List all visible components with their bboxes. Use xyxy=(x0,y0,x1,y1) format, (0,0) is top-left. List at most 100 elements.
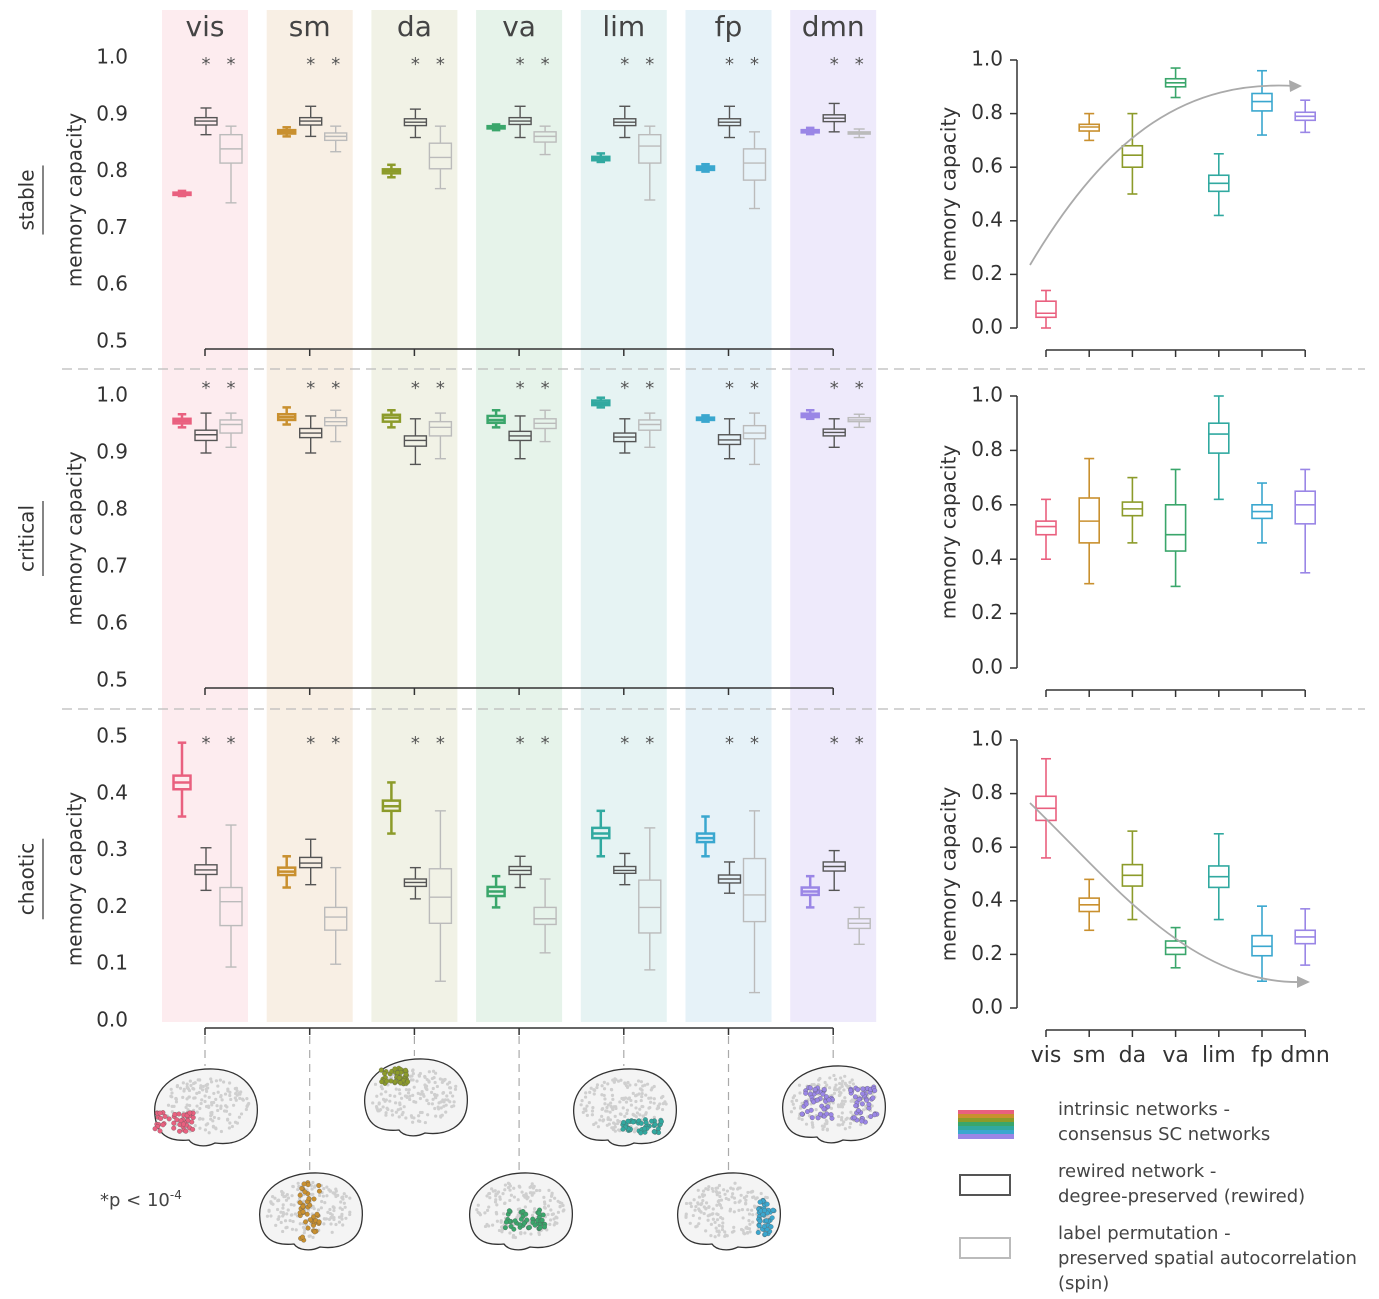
brain-dot xyxy=(245,1097,249,1101)
brain-dot xyxy=(495,1219,499,1223)
brain-dot xyxy=(747,1227,752,1231)
brain-dot xyxy=(550,1193,554,1197)
network-dot xyxy=(537,1225,543,1231)
brain-dot xyxy=(692,1198,696,1202)
significance-mark: * xyxy=(306,733,315,754)
network-dot xyxy=(174,1117,180,1123)
brain-dot xyxy=(344,1216,348,1220)
arrow-head xyxy=(1297,976,1310,988)
significance-mark: * xyxy=(331,54,340,75)
brain-dot xyxy=(608,1118,613,1122)
network-dot xyxy=(815,1115,821,1121)
brain-dot xyxy=(534,1188,539,1193)
y-tick-label: 0.8 xyxy=(971,100,1003,124)
brain-dot xyxy=(442,1079,446,1083)
brain-dot xyxy=(407,1088,411,1092)
brain-dot xyxy=(403,1094,407,1098)
significance-mark: * xyxy=(202,733,211,754)
brain-dot xyxy=(483,1211,487,1215)
brain-dot xyxy=(711,1212,715,1216)
brain-dot xyxy=(716,1199,720,1204)
network-dot xyxy=(809,1115,815,1121)
brain-dot xyxy=(281,1203,285,1207)
network-dot xyxy=(762,1207,767,1213)
brain-dot xyxy=(509,1193,514,1197)
brain-dot xyxy=(583,1095,588,1099)
brain-dot xyxy=(623,1082,627,1086)
brain-dot xyxy=(197,1078,202,1082)
brain-dot xyxy=(725,1189,730,1193)
brain-dot xyxy=(840,1084,844,1089)
network-dot xyxy=(397,1080,403,1086)
brain-dot xyxy=(641,1114,645,1118)
brain-dot xyxy=(348,1210,352,1214)
box xyxy=(1121,476,1144,544)
brain-dot xyxy=(169,1094,173,1098)
y-tick-label: 0.0 xyxy=(971,315,1003,339)
brain-dot xyxy=(704,1229,708,1233)
y-tick-label: 0.6 xyxy=(971,491,1003,515)
network-dot xyxy=(821,1087,827,1092)
brain-dot xyxy=(792,1106,796,1110)
brain-dot xyxy=(188,1079,192,1083)
legend-swatch xyxy=(958,1130,1014,1135)
brain-dot xyxy=(328,1207,332,1212)
brain-dot xyxy=(840,1099,845,1103)
significance-mark: * xyxy=(202,378,211,399)
brain xyxy=(782,1065,886,1144)
brain-dot xyxy=(516,1198,520,1202)
brain-dot xyxy=(764,1195,768,1199)
network-dot xyxy=(518,1216,524,1222)
brain-dot xyxy=(834,1083,838,1087)
brain-dot xyxy=(209,1077,213,1081)
brain-dot xyxy=(273,1196,277,1200)
brain-dot xyxy=(326,1210,330,1215)
brain-dot xyxy=(291,1219,295,1224)
network-dot xyxy=(300,1209,306,1215)
brain-dot xyxy=(166,1103,171,1107)
significance-mark: * xyxy=(516,54,525,75)
brain-dot xyxy=(627,1096,632,1100)
brain-dot xyxy=(434,1096,438,1100)
network-dot xyxy=(190,1115,196,1120)
x-tick-label: vis xyxy=(1031,1043,1062,1068)
brain-dot xyxy=(343,1205,347,1209)
y-tick-label: 0.4 xyxy=(971,887,1003,911)
brain-dot xyxy=(222,1080,226,1084)
network-dot xyxy=(824,1111,830,1117)
box-body xyxy=(428,420,453,437)
significance-mark: * xyxy=(331,378,340,399)
brain-dot xyxy=(550,1212,554,1217)
brain-dot xyxy=(814,1108,818,1112)
y-tick-label: 0.8 xyxy=(971,780,1003,804)
brain-dot xyxy=(590,1109,595,1113)
box xyxy=(1294,99,1316,134)
brain-dot xyxy=(271,1195,275,1199)
network-dot xyxy=(405,1079,411,1085)
brain-dot xyxy=(332,1217,336,1222)
network-dot xyxy=(652,1121,658,1127)
box xyxy=(1078,457,1100,585)
brain-dot xyxy=(415,1079,419,1083)
brain-dot xyxy=(498,1197,502,1201)
brain-dot xyxy=(829,1106,834,1111)
brain-dot xyxy=(290,1194,294,1198)
box xyxy=(1121,112,1144,195)
brain-dot xyxy=(281,1206,285,1210)
brain-dot xyxy=(285,1193,289,1197)
significance-mark: * xyxy=(620,733,629,754)
brain-dot xyxy=(596,1125,601,1129)
brain-dot xyxy=(421,1092,425,1096)
brain-dot xyxy=(200,1088,205,1092)
brain-dot xyxy=(710,1186,714,1191)
brain-dot xyxy=(411,1071,415,1076)
legend-swatch xyxy=(958,1110,1014,1115)
legend-label: label permutation - preserved spatial au… xyxy=(1058,1223,1357,1294)
network-dot xyxy=(178,1118,184,1124)
box xyxy=(638,412,662,448)
brain-dot xyxy=(751,1213,755,1217)
brain-dot xyxy=(216,1090,220,1094)
brain-dot xyxy=(832,1091,837,1095)
network-dot xyxy=(316,1219,322,1225)
brain-dot xyxy=(548,1198,552,1203)
